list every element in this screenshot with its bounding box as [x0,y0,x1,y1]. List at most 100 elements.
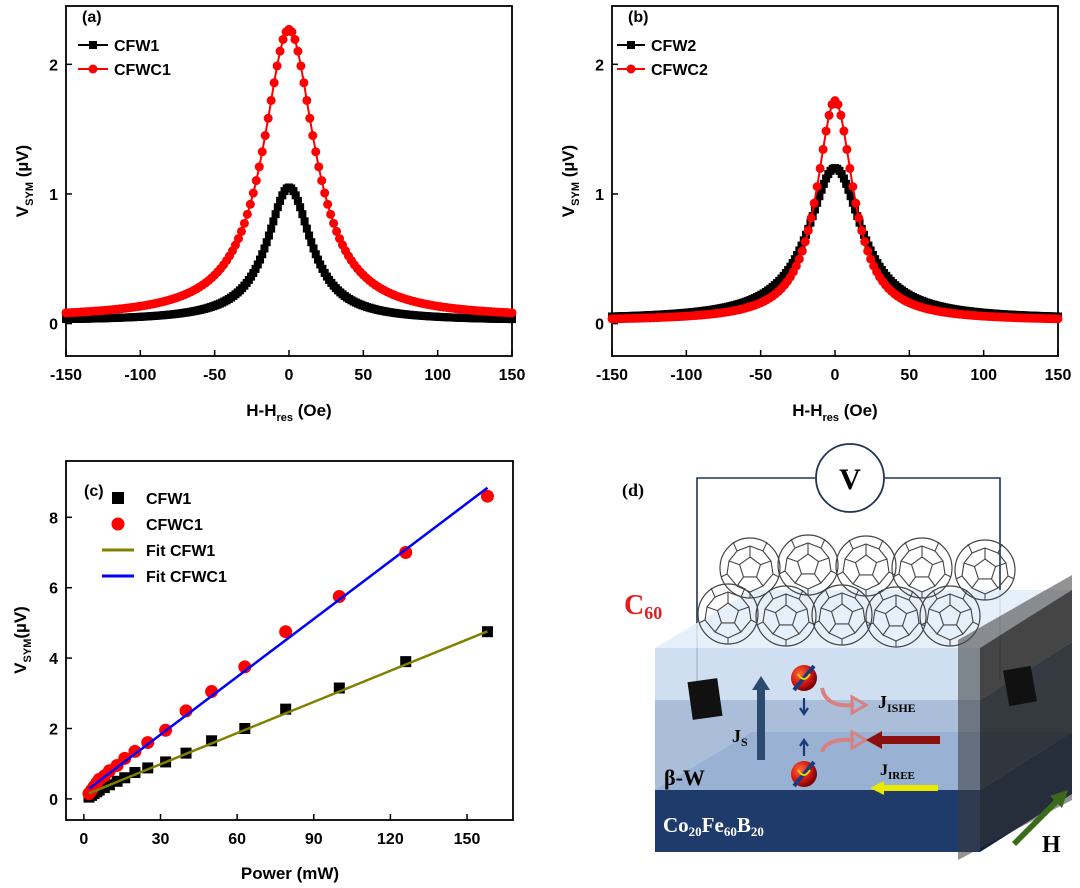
data-point [318,264,327,273]
data-point [257,147,267,157]
data-point [400,656,412,668]
cofeb-label: Co20Fe60B20 [663,813,764,839]
data-point [848,182,858,192]
y-tick-label: 1 [595,187,604,204]
data-point [320,188,330,198]
j-ishe-arrow [866,731,940,749]
x-tick-label: -50 [749,367,772,384]
data-point [815,163,825,173]
x-tick-label: 120 [377,831,404,848]
data-point [860,237,870,247]
legend-label: Fit CFWC1 [146,569,227,586]
panel-d-schematic: (d) V C60 JS [622,443,1072,860]
series-fit-cfwc1 [88,486,489,790]
series-fit-cfw1 [88,630,488,795]
x-tick-label: -100 [670,367,702,384]
panel-label: (d) [622,480,644,501]
y-axis-label: VSYM (µV) [13,145,36,217]
spin-current-arrow [752,676,770,760]
data-point [305,231,314,240]
substrate-front [655,790,980,852]
series-line [611,166,1059,318]
data-point [251,264,260,273]
data-point [332,590,346,604]
x-tick-label: -50 [203,367,226,384]
beta-w-label: β-W [664,765,705,790]
data-point [316,260,325,269]
data-point [251,176,261,186]
x-tick-label: 60 [228,831,246,848]
data-point [854,213,864,223]
data-point [236,226,246,236]
data-point [248,188,258,198]
data-point [326,209,336,219]
data-point [797,246,807,256]
legend: CFW1 CFWC1 [78,38,171,79]
data-point [791,261,801,271]
deflect-arrow-top [820,687,855,708]
data-point [866,254,876,264]
small-arrow-down [799,698,809,716]
series-cfwc1 [82,489,494,801]
x-tick-label: 150 [1045,367,1072,384]
data-point [846,192,855,201]
data-point [271,210,280,219]
spin-electron-top [791,664,817,692]
data-point [329,218,339,228]
data-point [821,126,831,136]
data-point [245,199,255,209]
data-point [313,255,322,264]
series-cfwc2 [607,96,1063,324]
data-point [800,237,810,247]
x-tick-label: 0 [79,831,88,848]
legend-label: CFW1 [114,38,159,55]
data-point [267,224,276,233]
panel-a: (a) -150 -100 -50 0 50 100 150 0 1 2 CFW1 CFWC1 H… [13,5,525,424]
y-axis-label: VSYM(µV) [11,606,34,674]
data-point [289,187,298,196]
data-point [300,217,309,226]
top-layer-front [655,648,980,700]
x-tick-label: 0 [831,367,840,384]
data-point [290,34,300,44]
data-point [129,766,141,778]
panel-b: (b) -150 -100 -50 0 50 100 150 0 1 2 CFW2 CFWC2 H… [559,5,1071,424]
legend-marker [89,41,97,49]
data-point [819,179,828,188]
data-point [810,205,819,214]
data-point [839,174,848,183]
data-point [269,217,278,226]
field-arrow [1012,790,1068,846]
data-point [269,78,279,88]
x-tick-label: 0 [285,367,294,384]
contact-pad-right [1003,665,1037,707]
x-axis-label: H-Hres (Oe) [246,401,331,424]
y-ticks: 0 2 4 6 8 [49,510,72,809]
data-point [317,176,327,186]
data-point [311,147,321,157]
fit-line [88,486,489,790]
data-point [206,735,218,747]
voltmeter-circle [815,443,885,513]
data-point [309,244,318,253]
y-ticks: 0 1 2 [49,57,72,334]
data-point [278,191,287,200]
series-cfw1 [83,626,493,803]
legend-marker [112,492,124,504]
data-point [266,95,276,105]
legend-marker [111,517,125,531]
panel-label: (c) [84,483,104,500]
deflect-arrow-bottom [820,737,855,753]
x-ticks: -150 -100 -50 0 50 100 150 [596,350,1071,384]
contact-pad-left [687,678,723,720]
data-point [845,163,855,173]
x-tick-label: 50 [354,367,372,384]
x-tick-label: -150 [596,367,628,384]
data-point [293,196,302,205]
legend-marker [627,41,635,49]
data-point [842,144,852,154]
data-point [1053,314,1063,324]
data-point [299,78,309,88]
legend: CFW2 CFWC2 [617,38,708,79]
data-point [314,162,324,172]
